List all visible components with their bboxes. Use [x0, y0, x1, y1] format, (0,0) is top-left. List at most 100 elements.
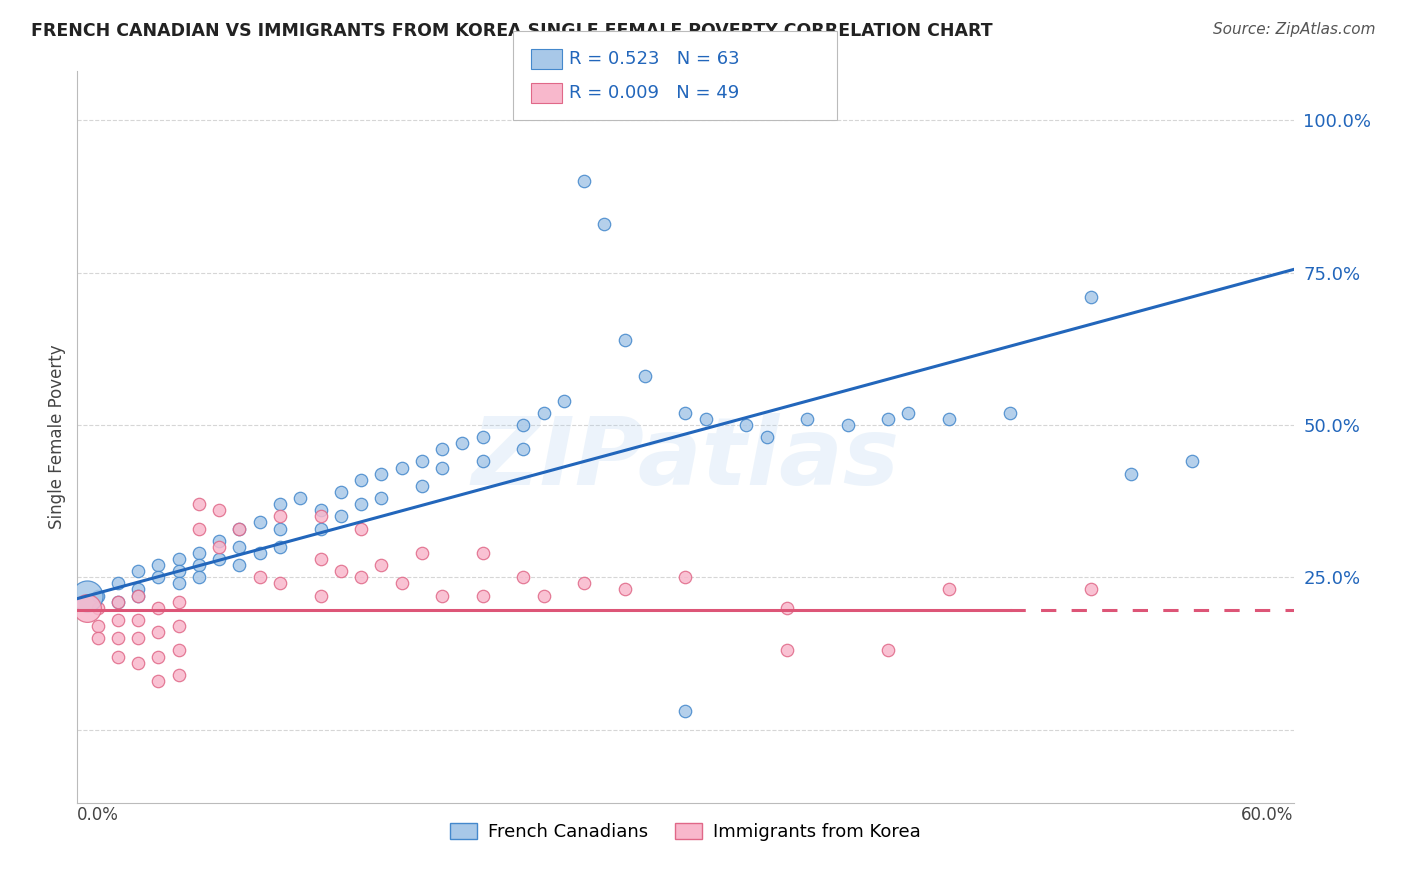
Point: [309, 589, 332, 603]
Text: 60.0%: 60.0%: [1241, 805, 1294, 824]
Point: [776, 643, 799, 657]
Point: [572, 174, 595, 188]
Point: [695, 412, 717, 426]
Point: [148, 649, 170, 664]
Point: [86, 619, 108, 633]
Point: [837, 417, 859, 432]
Point: [430, 460, 453, 475]
Point: [188, 570, 211, 584]
Point: [613, 582, 636, 597]
Point: [167, 564, 190, 578]
Point: [533, 589, 555, 603]
Point: [188, 546, 211, 560]
Point: [107, 649, 129, 664]
Point: [188, 558, 211, 573]
Point: [411, 546, 433, 560]
Point: [269, 576, 291, 591]
Point: [107, 594, 129, 608]
Point: [249, 516, 271, 530]
Point: [877, 643, 900, 657]
Point: [228, 558, 250, 573]
Point: [127, 632, 149, 646]
Point: [533, 406, 555, 420]
Point: [350, 570, 373, 584]
Point: [553, 393, 575, 408]
Point: [329, 564, 352, 578]
Text: Source: ZipAtlas.com: Source: ZipAtlas.com: [1212, 22, 1375, 37]
Point: [290, 491, 312, 505]
Point: [107, 594, 129, 608]
Point: [350, 497, 373, 511]
Point: [572, 576, 595, 591]
Point: [471, 454, 494, 468]
Point: [471, 430, 494, 444]
Point: [76, 600, 98, 615]
Point: [269, 521, 291, 535]
Point: [1181, 454, 1204, 468]
Point: [188, 521, 211, 535]
Point: [148, 673, 170, 688]
Text: R = 0.523   N = 63: R = 0.523 N = 63: [569, 50, 740, 68]
Point: [613, 333, 636, 347]
Point: [391, 460, 413, 475]
Point: [329, 509, 352, 524]
Text: 0.0%: 0.0%: [77, 805, 120, 824]
Point: [269, 509, 291, 524]
Point: [167, 576, 190, 591]
Point: [167, 667, 190, 681]
Point: [167, 552, 190, 566]
Point: [329, 485, 352, 500]
Point: [167, 643, 190, 657]
Point: [350, 473, 373, 487]
Point: [998, 406, 1021, 420]
Point: [675, 406, 697, 420]
Point: [897, 406, 920, 420]
Point: [370, 491, 392, 505]
Point: [735, 417, 758, 432]
Point: [167, 619, 190, 633]
Point: [471, 546, 494, 560]
Point: [512, 442, 534, 457]
Point: [370, 467, 392, 481]
Point: [411, 454, 433, 468]
Point: [208, 533, 231, 548]
Text: ZIPatlas: ZIPatlas: [471, 413, 900, 505]
Point: [107, 632, 129, 646]
Point: [938, 582, 960, 597]
Point: [127, 564, 149, 578]
Point: [148, 570, 170, 584]
Point: [451, 436, 474, 450]
Point: [167, 594, 190, 608]
Point: [76, 589, 98, 603]
Point: [391, 576, 413, 591]
Text: R = 0.009   N = 49: R = 0.009 N = 49: [569, 84, 740, 102]
Point: [86, 600, 108, 615]
Point: [107, 613, 129, 627]
Point: [796, 412, 818, 426]
Point: [127, 656, 149, 670]
Y-axis label: Single Female Poverty: Single Female Poverty: [48, 345, 66, 529]
Point: [107, 576, 129, 591]
Point: [755, 430, 778, 444]
Point: [208, 503, 231, 517]
Point: [471, 589, 494, 603]
Point: [1080, 290, 1102, 304]
Point: [208, 540, 231, 554]
Legend: French Canadians, Immigrants from Korea: French Canadians, Immigrants from Korea: [443, 816, 928, 848]
Point: [675, 705, 697, 719]
Point: [1121, 467, 1143, 481]
Point: [148, 600, 170, 615]
Point: [127, 582, 149, 597]
Point: [309, 521, 332, 535]
Point: [228, 521, 250, 535]
Point: [148, 625, 170, 640]
Point: [188, 497, 211, 511]
Point: [938, 412, 960, 426]
Point: [228, 540, 250, 554]
Point: [148, 558, 170, 573]
Text: FRENCH CANADIAN VS IMMIGRANTS FROM KOREA SINGLE FEMALE POVERTY CORRELATION CHART: FRENCH CANADIAN VS IMMIGRANTS FROM KOREA…: [31, 22, 993, 40]
Point: [127, 613, 149, 627]
Point: [512, 570, 534, 584]
Point: [593, 217, 616, 231]
Point: [350, 521, 373, 535]
